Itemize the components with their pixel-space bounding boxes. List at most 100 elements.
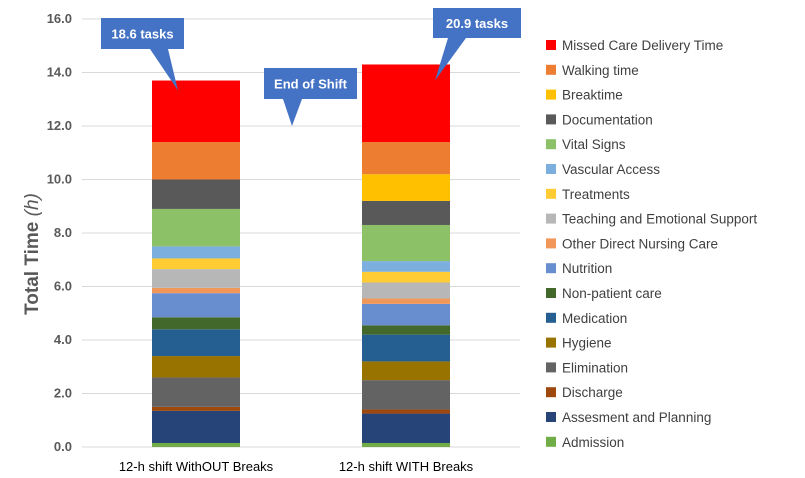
legend-label: Nutrition — [562, 261, 612, 276]
legend-item: Nutrition — [546, 261, 612, 276]
legend-label: Walking time — [562, 63, 639, 78]
callouts: 18.6 tasks End of Shift 20.9 tasks — [101, 8, 521, 126]
bar-stack — [362, 64, 450, 447]
y-axis-label-text: Total Time — [22, 222, 43, 315]
legend-swatch — [546, 263, 556, 274]
legend-item: Hygiene — [546, 336, 612, 351]
bar-segment — [152, 410, 240, 443]
legend-swatch — [546, 288, 556, 298]
legend-swatch — [546, 64, 556, 75]
y-tick-label: 8.0 — [54, 225, 72, 240]
legend-swatch — [546, 312, 556, 323]
y-tick-label: 0.0 — [54, 439, 72, 454]
callout-box — [433, 8, 521, 38]
y-axis-label: Total Time (h) — [22, 193, 43, 315]
legend-label: Vital Signs — [562, 137, 626, 152]
y-tick-label: 4.0 — [54, 332, 72, 347]
bar-segment — [362, 142, 450, 175]
y-tick-label: 12.0 — [47, 118, 72, 133]
y-tick-label: 10.0 — [47, 172, 72, 187]
bar-segment — [152, 80, 240, 143]
callout-text: 18.6 tasks — [111, 27, 173, 42]
bar-segment — [152, 293, 240, 318]
bar-segment — [362, 261, 450, 272]
legend-swatch — [546, 89, 556, 100]
y-axis-ticks: 0.0 2.0 4.0 6.0 8.0 10.0 12.0 14.0 16.0 — [47, 11, 72, 454]
legend: Missed Care Delivery Time Walking time Bre… — [546, 38, 757, 450]
callout-box — [101, 18, 184, 49]
x-axis-categories: 12-h shift WithOUT Breaks 12-h shift WITH… — [119, 459, 474, 474]
legend-label: Missed Care Delivery Time — [562, 38, 723, 53]
bar-segment — [152, 317, 240, 330]
legend-label: Teaching and Emotional Support — [562, 212, 757, 227]
bar-segment — [362, 298, 450, 304]
legend-item: Treatments — [546, 187, 630, 202]
bar-segment — [362, 271, 450, 283]
legend-item: Non-patient care — [546, 286, 662, 301]
callout-pointer — [283, 99, 302, 126]
legend-label: Hygiene — [562, 336, 612, 351]
legend-item: Admission — [546, 435, 624, 450]
callout: 20.9 tasks — [433, 8, 521, 81]
bar-segment — [152, 287, 240, 294]
callout-box — [264, 68, 357, 99]
legend-label: Assesment and Planning — [562, 410, 711, 425]
bar-segment — [362, 380, 450, 410]
bar-segment — [362, 442, 450, 447]
bar-segment — [152, 142, 240, 180]
y-tick-label: 14.0 — [47, 65, 72, 80]
legend-swatch — [546, 238, 556, 249]
y-tick-label: 16.0 — [47, 11, 72, 26]
y-axis-label-unit: (h) — [22, 193, 43, 216]
legend-swatch — [546, 436, 556, 447]
legend-item: Medication — [546, 311, 627, 326]
legend-item: Walking time — [546, 63, 639, 78]
callout-text: End of Shift — [274, 77, 348, 92]
bar-segment — [362, 409, 450, 414]
legend-item: Elimination — [546, 360, 628, 375]
legend-item: Assesment and Planning — [546, 410, 711, 425]
bar-segment — [362, 325, 450, 335]
bar-segment — [362, 174, 450, 201]
bar-segment — [362, 282, 450, 299]
legend-label: Elimination — [562, 360, 628, 375]
legend-item: Missed Care Delivery Time — [546, 38, 723, 53]
legend-swatch — [546, 362, 556, 373]
bar-stacks — [152, 64, 450, 447]
legend-swatch — [546, 114, 556, 125]
bar-segment — [362, 224, 450, 262]
legend-swatch — [546, 337, 556, 348]
legend-swatch — [546, 139, 556, 150]
legend-label: Vascular Access — [562, 162, 660, 177]
bar-segment — [362, 303, 450, 326]
legend-label: Breaktime — [562, 88, 623, 103]
callout: 18.6 tasks — [101, 18, 184, 91]
bar-segment — [362, 64, 450, 143]
legend-swatch — [546, 164, 556, 174]
callout-pointer — [150, 49, 178, 91]
bar-segment — [152, 246, 240, 259]
bar-segment — [152, 179, 240, 209]
legend-swatch — [546, 213, 556, 224]
legend-label: Other Direct Nursing Care — [562, 236, 718, 251]
bar-segment — [152, 442, 240, 447]
legend-label: Treatments — [562, 187, 630, 202]
bar-segment — [152, 356, 240, 378]
x-category-label: 12-h shift WithOUT Breaks — [119, 459, 274, 474]
x-category-label: 12-h shift WITH Breaks — [339, 459, 474, 474]
legend-item: Breaktime — [546, 88, 623, 103]
legend-label: Medication — [562, 311, 627, 326]
legend-swatch — [546, 387, 556, 398]
bar-segment — [152, 329, 240, 357]
bar-segment — [362, 200, 450, 225]
legend-label: Non-patient care — [562, 286, 662, 301]
callout-text: 20.9 tasks — [446, 16, 508, 31]
bar-segment — [152, 269, 240, 288]
bar-segment — [362, 334, 450, 362]
legend-item: Vital Signs — [546, 137, 626, 152]
bar-segment — [152, 406, 240, 411]
y-tick-label: 2.0 — [54, 386, 72, 401]
legend-swatch — [546, 40, 556, 50]
legend-swatch — [546, 412, 556, 422]
